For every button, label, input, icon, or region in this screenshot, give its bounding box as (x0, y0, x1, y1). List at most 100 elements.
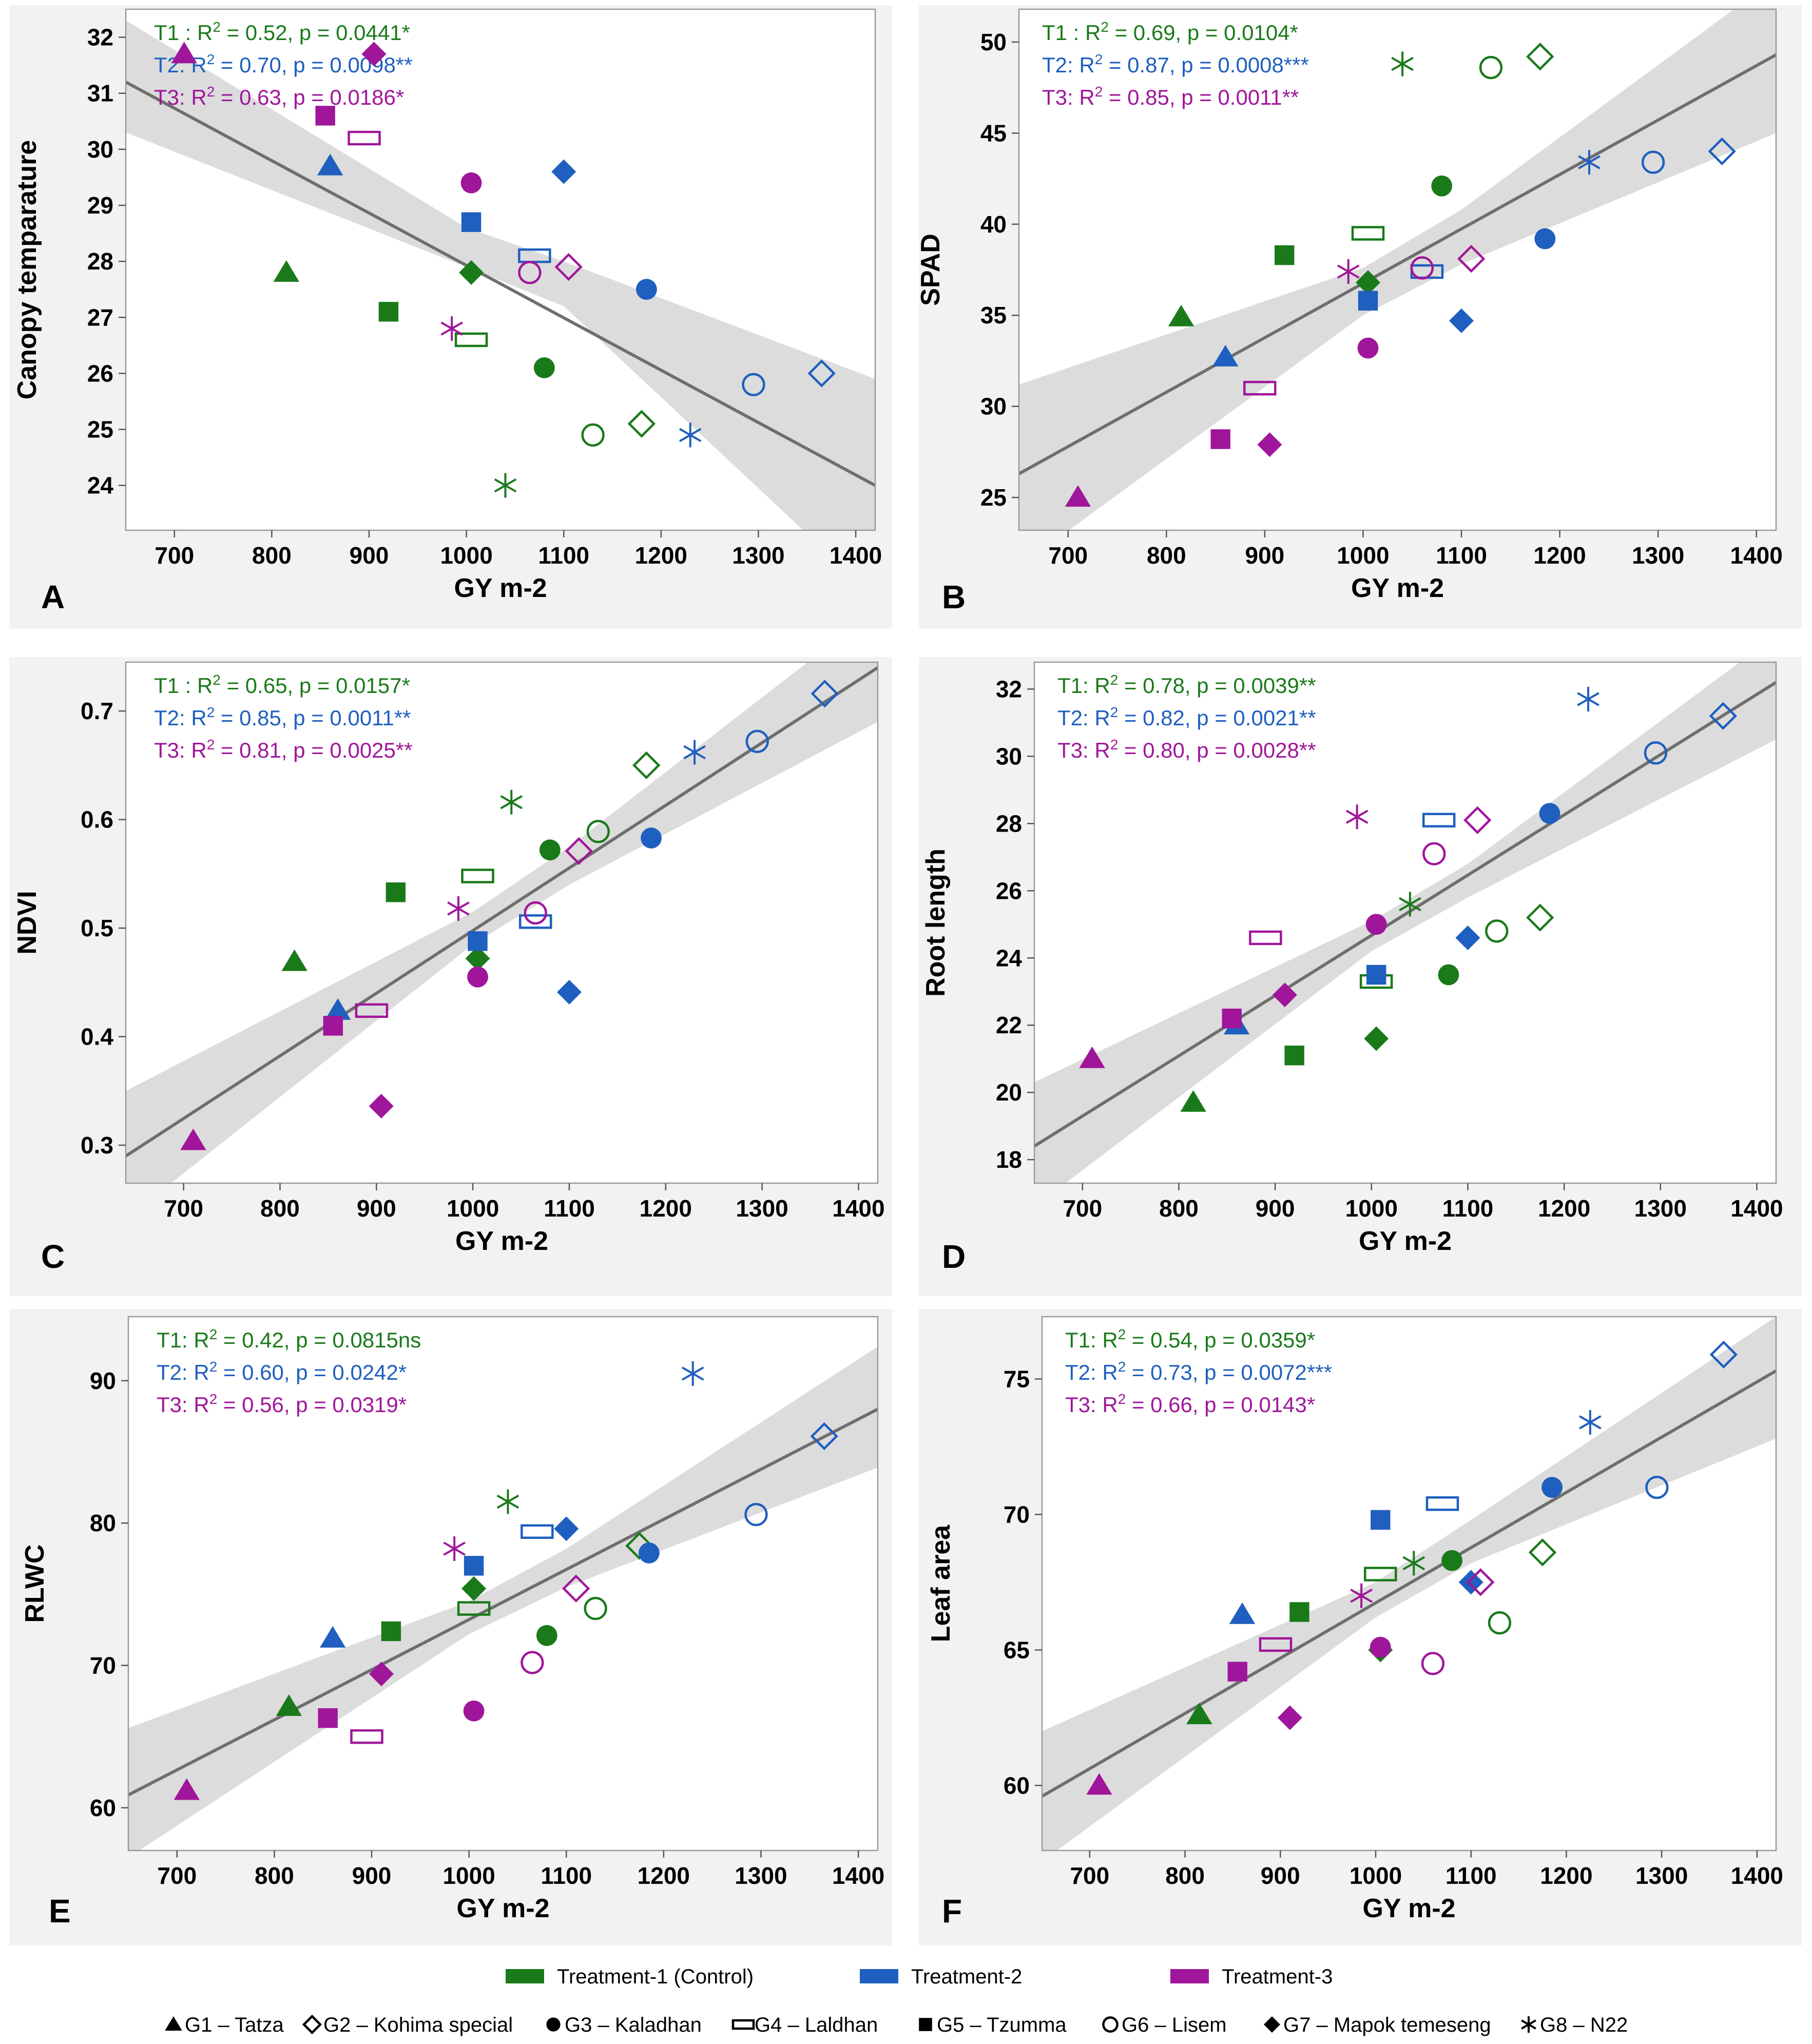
data-point (1210, 429, 1230, 449)
stat-annotation: T2: R2 = 0.82, p = 0.0021** (1057, 704, 1316, 730)
data-point (1391, 51, 1414, 76)
y-tick-label: 27 (87, 304, 113, 331)
data-point (565, 837, 593, 865)
y-axis-title: Root length (921, 849, 951, 997)
stat-annotation: T3: R2 = 0.66, p = 0.0143* (1065, 1391, 1315, 1417)
x-tick-label: 800 (252, 542, 292, 569)
x-tick-label: 800 (1147, 542, 1186, 569)
data-point (586, 820, 610, 843)
data-point (1227, 1662, 1247, 1682)
data-point (454, 332, 488, 348)
data-point (440, 316, 463, 341)
data-point (1709, 702, 1737, 730)
legends: Treatment-1 (Control) Treatment-2 Treatmen… (165, 1965, 1628, 2036)
y-tick-label: 70 (1004, 1501, 1030, 1528)
x-tick-label: 1100 (544, 1195, 595, 1222)
data-point (1526, 903, 1554, 932)
legend-swatch (506, 1969, 544, 1983)
x-tick-label: 1200 (640, 1195, 692, 1222)
data-point (1431, 175, 1453, 197)
data-point (468, 931, 488, 951)
y-tick-label: 30 (996, 743, 1022, 769)
confidence-band (126, 662, 878, 1183)
x-tick-label: 800 (260, 1195, 300, 1222)
x-tick-label: 1100 (538, 542, 589, 569)
legend-label: Treatment-3 (1222, 1965, 1333, 1988)
regression-line (1042, 1369, 1776, 1798)
x-tick-label: 1000 (1350, 1862, 1402, 1889)
data-point (281, 949, 307, 971)
data-point (1410, 256, 1434, 280)
data-point (348, 130, 381, 146)
data-point (464, 1556, 484, 1576)
data-point (1356, 270, 1381, 295)
y-tick-label: 18 (996, 1146, 1022, 1173)
data-point (681, 1361, 704, 1386)
data-point (1488, 1611, 1512, 1635)
x-tick-label: 1000 (1337, 542, 1389, 569)
x-tick-label: 1000 (447, 1195, 499, 1222)
data-point (1275, 245, 1295, 265)
x-tick-label: 700 (164, 1195, 203, 1222)
data-point (1364, 1026, 1389, 1051)
data-point (355, 1003, 389, 1018)
x-tick-label: 1300 (1632, 542, 1684, 569)
x-tick-label: 1400 (1731, 1862, 1783, 1889)
x-tick-label: 700 (157, 1862, 197, 1889)
confidence-band (126, 20, 875, 530)
panel-letter: D (942, 1238, 966, 1275)
data-point (1422, 842, 1446, 865)
x-tick-label: 1100 (1436, 542, 1487, 569)
x-axis-title: GY m-2 (455, 1226, 548, 1256)
data-point (1371, 1510, 1391, 1530)
y-tick-label: 0.5 (81, 915, 113, 941)
panel-c: 700 800 900 1000 1100 1200 1300 1400 0.3 0.4 0.5 0.… (9, 657, 892, 1296)
data-point (556, 979, 582, 1005)
data-point (1526, 43, 1554, 71)
genotype-legend-item: G6 – Lisem (1102, 2014, 1227, 2036)
data-point (171, 42, 197, 64)
data-point (536, 1625, 557, 1646)
y-tick-label: 31 (87, 80, 113, 107)
y-tick-label: 65 (1004, 1636, 1030, 1663)
x-tick-label: 1400 (832, 1195, 884, 1222)
x-tick-label: 1200 (635, 542, 687, 569)
y-tick-label: 35 (980, 302, 1007, 329)
data-point (1708, 137, 1736, 166)
x-tick-label: 700 (1063, 1195, 1102, 1222)
legend-label: G6 – Lisem (1122, 2014, 1227, 2036)
x-tick-label: 1000 (440, 542, 492, 569)
data-point (554, 1516, 579, 1541)
data-point (1212, 344, 1239, 367)
data-point (1709, 1340, 1738, 1369)
treatment-legend-item: Treatment-3 (1170, 1965, 1333, 1988)
stat-annotation: T3: R2 = 0.85, p = 0.0011** (1042, 84, 1299, 109)
genotype-legend-item: G5 – Tzumma (919, 2014, 1067, 2036)
x-tick-label: 1100 (1442, 1195, 1494, 1222)
data-point (1366, 965, 1386, 985)
data-point (381, 1621, 401, 1642)
stat-annotation: T3: R2 = 0.63, p = 0.0186* (154, 84, 404, 109)
y-tick-label: 90 (90, 1367, 116, 1394)
panel-letter: E (49, 1893, 71, 1930)
plot-frame (127, 1316, 879, 1852)
stat-annotation: T3: R2 = 0.81, p = 0.0025** (154, 737, 413, 762)
y-tick-label: 45 (980, 120, 1007, 146)
stat-annotation: T2: R2 = 0.87, p = 0.0008*** (1042, 51, 1309, 77)
data-point (1259, 1637, 1293, 1652)
data-point (461, 1576, 487, 1601)
panel-d: 700 800 900 1000 1100 1200 1300 1400 18 20 22 24 26 2… (919, 657, 1802, 1296)
x-axis-title: GY m-2 (1351, 573, 1444, 603)
data-point (1455, 925, 1480, 950)
panel-b: 700 800 900 1000 1100 1200 1300 1400 25 30 35 40 45 5… (916, 5, 1802, 629)
regression-line (1034, 681, 1776, 1148)
legend-marker (1102, 2016, 1119, 2033)
legend-label: G7 – Mapok temeseng (1283, 2014, 1491, 2036)
data-point (1289, 1602, 1309, 1622)
x-tick-label: 1400 (832, 1862, 884, 1889)
legend-label: G3 – Kaladhan (565, 2014, 702, 2036)
data-point (1577, 687, 1599, 712)
x-tick-label: 1200 (1533, 542, 1586, 569)
y-tick-label: 50 (980, 29, 1007, 55)
data-point (369, 1093, 394, 1119)
